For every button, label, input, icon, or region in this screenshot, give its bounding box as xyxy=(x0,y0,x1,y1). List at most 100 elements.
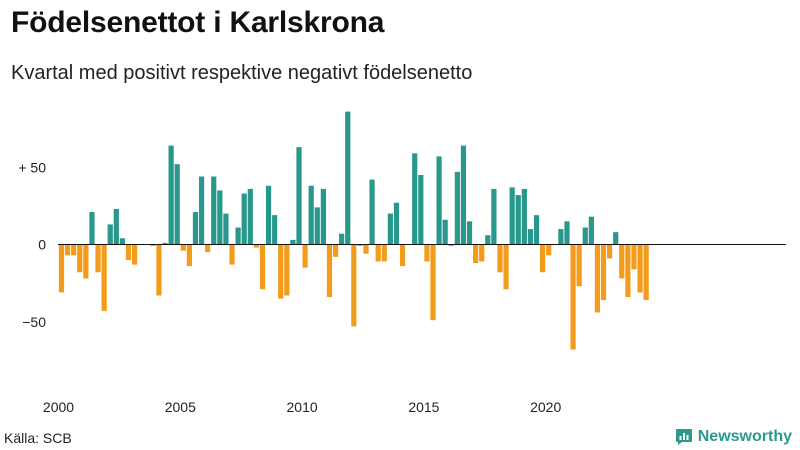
chart-subtitle: Kvartal med positivt respektive negativt… xyxy=(11,62,473,84)
bar-32 xyxy=(253,244,259,248)
bar-35 xyxy=(272,215,278,245)
bar-41 xyxy=(308,185,314,245)
bar-83 xyxy=(564,221,570,245)
bar-61 xyxy=(430,244,436,321)
bar-64 xyxy=(448,244,454,247)
bar-2 xyxy=(71,244,77,256)
bar-91 xyxy=(613,232,619,245)
bar-33 xyxy=(259,244,266,290)
y-tick-label: −50 xyxy=(22,314,46,330)
bar-87 xyxy=(588,216,594,245)
bar-5 xyxy=(89,212,95,245)
brand-name: Newsworthy xyxy=(697,428,792,445)
bar-27 xyxy=(223,213,229,245)
bar-84 xyxy=(570,244,576,350)
bar-48 xyxy=(351,244,357,327)
y-tick-label: + 50 xyxy=(18,159,46,175)
bar-8 xyxy=(107,224,113,245)
bar-24 xyxy=(205,244,211,253)
y-axis: + 50 0 −50 xyxy=(18,159,46,329)
bar-44 xyxy=(326,244,333,298)
brand-logo: Newsworthy xyxy=(675,428,792,446)
bar-12 xyxy=(131,244,138,265)
bar-29 xyxy=(235,227,241,245)
bar-46 xyxy=(339,233,345,245)
bar-0 xyxy=(58,244,65,293)
bar-26 xyxy=(217,190,223,245)
x-tick-label: 2015 xyxy=(408,399,439,415)
bar-55 xyxy=(393,202,400,245)
bar-94 xyxy=(631,244,637,270)
bar-86 xyxy=(582,227,588,245)
bar-47 xyxy=(345,111,351,245)
bar-90 xyxy=(607,244,613,259)
bar-49 xyxy=(357,244,363,247)
bar-17 xyxy=(162,242,168,245)
bar-39 xyxy=(296,147,302,245)
bar-96 xyxy=(643,244,649,301)
bar-59 xyxy=(418,174,424,245)
bar-3 xyxy=(77,244,83,273)
source-note: Källa: SCB xyxy=(4,430,72,446)
bar-28 xyxy=(229,244,235,265)
bar-62 xyxy=(436,156,442,245)
bar-31 xyxy=(247,188,253,245)
bar-1 xyxy=(64,244,71,256)
bar-18 xyxy=(168,145,174,245)
bar-54 xyxy=(387,213,393,245)
bar-22 xyxy=(192,212,199,245)
chart-title: Födelsenettot i Karlskrona xyxy=(11,6,385,39)
bar-77 xyxy=(527,229,534,245)
bar-34 xyxy=(265,185,272,245)
bar-23 xyxy=(198,176,205,245)
bar-67 xyxy=(466,221,473,245)
bar-73 xyxy=(503,244,509,290)
bar-88 xyxy=(594,244,601,313)
bar-75 xyxy=(515,195,521,245)
x-axis: 2000 2005 2010 2015 2020 xyxy=(43,399,562,415)
bar-15 xyxy=(150,244,156,247)
bar-70 xyxy=(485,235,491,245)
bar-89 xyxy=(600,244,607,301)
bar-95 xyxy=(637,244,643,293)
bar-16 xyxy=(156,244,162,296)
bar-63 xyxy=(442,219,448,245)
bar-43 xyxy=(320,188,326,245)
bar-60 xyxy=(424,244,430,262)
bar-40 xyxy=(302,244,308,268)
bar-7 xyxy=(101,244,107,311)
x-tick-label: 2005 xyxy=(165,399,196,415)
bar-25 xyxy=(211,176,217,245)
bar-45 xyxy=(332,244,339,257)
bar-4 xyxy=(83,244,89,279)
bar-92 xyxy=(619,244,625,279)
bar-85 xyxy=(576,244,582,287)
bar-78 xyxy=(533,215,540,245)
bar-76 xyxy=(521,188,527,245)
bar-82 xyxy=(558,229,564,245)
x-tick-label: 2010 xyxy=(287,399,318,415)
bar-37 xyxy=(284,244,290,296)
bar-20 xyxy=(180,244,186,251)
bar-56 xyxy=(399,244,406,267)
bar-42 xyxy=(314,207,320,245)
bar-51 xyxy=(369,179,375,245)
bar-19 xyxy=(174,164,180,245)
bar-10 xyxy=(119,238,125,245)
bar-69 xyxy=(479,244,485,262)
bar-52 xyxy=(375,244,381,262)
bar-58 xyxy=(412,153,418,245)
bar-66 xyxy=(460,145,467,245)
y-tick-label: 0 xyxy=(38,237,46,253)
bar-68 xyxy=(473,244,479,264)
bar-9 xyxy=(113,208,119,245)
newsworthy-logo-icon xyxy=(675,429,692,445)
bar-79 xyxy=(540,244,546,273)
bars-group xyxy=(58,111,649,350)
bar-74 xyxy=(509,187,515,245)
bar-21 xyxy=(186,244,192,267)
bar-72 xyxy=(497,244,503,273)
bar-50 xyxy=(363,244,369,254)
bar-6 xyxy=(95,244,101,273)
